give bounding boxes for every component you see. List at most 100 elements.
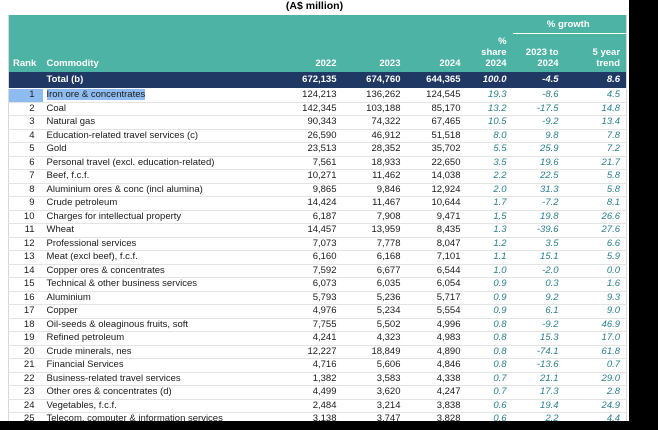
trend-5yr-cell[interactable]: 13.4 <box>564 115 627 130</box>
commodity-cell[interactable]: Natural gas <box>42 115 281 130</box>
table-row[interactable]: 6 Personal travel (excl. education-relate… <box>8 156 627 170</box>
share-2024-cell[interactable]: 0.6 <box>466 412 513 421</box>
value-2024-cell[interactable]: 7,101 <box>406 250 467 265</box>
trend-5yr-cell[interactable]: 26.6 <box>564 210 627 224</box>
rank-cell[interactable]: 10 <box>8 210 43 224</box>
rank-cell[interactable]: 16 <box>8 291 43 305</box>
value-2023-cell[interactable]: 7,778 <box>342 237 407 251</box>
value-2022-cell[interactable]: 23,513 <box>280 142 343 157</box>
value-2024-cell[interactable]: 22,650 <box>406 156 467 170</box>
value-2022-cell[interactable]: 4,976 <box>280 304 343 319</box>
growth-2023-2024-cell[interactable]: 25.9 <box>512 142 565 157</box>
share-2024-cell[interactable]: 0.8 <box>466 318 513 332</box>
value-2024-cell[interactable]: 12,924 <box>406 183 467 197</box>
rank-cell[interactable]: 18 <box>8 318 43 332</box>
value-2023-cell[interactable]: 5,234 <box>342 304 407 319</box>
commodity-cell[interactable]: Copper <box>42 304 281 319</box>
trend-5yr-cell[interactable]: 7.2 <box>564 142 627 157</box>
share-2024-cell[interactable]: 0.9 <box>466 304 513 319</box>
commodity-cell[interactable]: Beef, f.c.f. <box>42 169 281 184</box>
commodity-cell[interactable]: Telecom, computer & information services <box>42 412 281 421</box>
value-2024-cell[interactable]: 35,702 <box>406 142 467 157</box>
commodity-cell[interactable]: Financial Services <box>42 358 281 373</box>
value-2022-cell[interactable]: 14,424 <box>280 196 343 211</box>
rank-cell[interactable]: 12 <box>8 237 43 251</box>
share-2024-cell[interactable]: 5.5 <box>466 142 513 157</box>
value-2024-cell[interactable]: 9,471 <box>406 210 467 224</box>
value-2023-cell[interactable]: 6,035 <box>342 277 407 292</box>
trend-5yr-cell[interactable]: 2.8 <box>564 385 627 400</box>
growth-2023-2024-cell[interactable]: 21.1 <box>512 372 565 386</box>
table-row[interactable]: 5 Gold 23,513 28,352 35,702 5.5 25.9 7.2 <box>8 142 627 157</box>
commodity-cell[interactable]: Charges for intellectual property <box>42 210 281 224</box>
trend-5yr-cell[interactable]: 0.7 <box>564 358 627 373</box>
value-2023-cell[interactable]: 3,747 <box>342 412 407 421</box>
value-2022-cell[interactable]: 142,345 <box>280 102 343 116</box>
value-2024-cell[interactable]: 124,545 <box>406 88 467 103</box>
value-2023-cell[interactable]: 4,323 <box>342 331 407 346</box>
value-2023-cell[interactable]: 18,849 <box>342 345 407 359</box>
commodity-cell[interactable]: Vegetables, f.c.f. <box>42 399 281 413</box>
trend-5yr-cell[interactable]: 5.8 <box>564 169 627 184</box>
share-2024-cell[interactable]: 0.8 <box>466 345 513 359</box>
value-2023-cell[interactable]: 11,467 <box>342 196 407 211</box>
table-row[interactable]: 12 Professional services 7,073 7,778 8,047 1.… <box>8 237 627 251</box>
value-2023-cell[interactable]: 9,846 <box>342 183 407 197</box>
growth-2023-2024-cell[interactable]: 9.2 <box>512 291 565 305</box>
growth-2023-2024-cell[interactable]: 19.4 <box>512 399 565 413</box>
growth-2023-2024-cell[interactable]: 3.5 <box>512 237 565 251</box>
table-row[interactable]: 3 Natural gas 90,343 74,322 67,465 10.5 -9.2 13… <box>8 115 627 130</box>
value-2024-cell[interactable]: 4,983 <box>406 331 467 346</box>
commodity-cell[interactable]: Meat (excl beef), f.c.f. <box>42 250 281 265</box>
table-row[interactable]: 11 Wheat 14,457 13,959 8,435 1.3 -39.6 27.6 <box>8 223 627 238</box>
table-row[interactable]: 14 Copper ores & concentrates 7,592 6,677 6,… <box>8 264 627 278</box>
rank-cell[interactable]: 5 <box>8 142 43 157</box>
value-2024-cell[interactable]: 10,644 <box>406 196 467 211</box>
value-2022-cell[interactable]: 4,499 <box>280 385 343 400</box>
table-row[interactable]: 19 Refined petroleum 4,241 4,323 4,983 0.8 15.… <box>8 331 627 346</box>
table-row[interactable]: 4 Education-related travel services (c) 26… <box>8 129 627 143</box>
value-2022-cell[interactable]: 6,187 <box>280 210 343 224</box>
trend-5yr-cell[interactable]: 14.8 <box>564 102 627 116</box>
share-2024-cell[interactable]: 1.5 <box>466 210 513 224</box>
rank-cell[interactable]: 13 <box>8 250 43 265</box>
value-2023-cell[interactable]: 6,677 <box>342 264 407 278</box>
rank-cell[interactable]: 20 <box>8 345 43 359</box>
table-row[interactable]: 2 Coal 142,345 103,188 85,170 13.2 -17.5 14.8 <box>8 102 627 116</box>
growth-2023-2024-cell[interactable]: 19.6 <box>512 156 565 170</box>
growth-2023-2024-cell[interactable]: -74.1 <box>512 345 565 359</box>
rank-cell[interactable]: 11 <box>8 223 43 238</box>
value-2022-cell[interactable]: 4,241 <box>280 331 343 346</box>
share-2024-cell[interactable]: 0.9 <box>466 291 513 305</box>
growth-2023-2024-cell[interactable]: 17.3 <box>512 385 565 400</box>
value-2022-cell[interactable]: 90,343 <box>280 115 343 130</box>
table-row[interactable]: 13 Meat (excl beef), f.c.f. 6,160 6,168 7,10… <box>8 250 627 265</box>
value-2022-cell[interactable]: 10,271 <box>280 169 343 184</box>
table-row[interactable]: 21 Financial Services 4,716 5,606 4,846 0.8 -1… <box>8 358 627 373</box>
table-row[interactable]: 23 Other ores & concentrates (d) 4,499 3,62… <box>8 385 627 400</box>
growth-2023-2024-cell[interactable]: -39.6 <box>512 223 565 238</box>
value-2022-cell[interactable]: 4,716 <box>280 358 343 373</box>
table-row[interactable]: 9 Crude petroleum 14,424 11,467 10,644 1.7 -7.… <box>8 196 627 211</box>
value-2023-cell[interactable]: 18,933 <box>342 156 407 170</box>
table-row[interactable]: 15 Technical & other business services 6,0… <box>8 277 627 292</box>
share-2024-cell[interactable]: 1.0 <box>466 264 513 278</box>
value-2023-cell[interactable]: 103,188 <box>342 102 407 116</box>
table-row[interactable]: 24 Vegetables, f.c.f. 2,484 3,214 3,838 0.6 19… <box>8 399 627 413</box>
share-2024-cell[interactable]: 0.7 <box>466 372 513 386</box>
share-2024-cell[interactable]: 19.3 <box>466 88 513 103</box>
value-2023-cell[interactable]: 7,908 <box>342 210 407 224</box>
rank-cell[interactable]: 9 <box>8 196 43 211</box>
commodity-cell[interactable]: Aluminium ores & conc (incl alumina) <box>42 183 281 197</box>
value-2024-cell[interactable]: 4,996 <box>406 318 467 332</box>
table-row[interactable]: 20 Crude minerals, nes 12,227 18,849 4,890 0.… <box>8 345 627 359</box>
table-row[interactable]: 1 Iron ore & concentrates 124,213 136,262 12… <box>8 88 627 103</box>
share-2024-cell[interactable]: 3.5 <box>466 156 513 170</box>
share-2024-cell[interactable]: 1.7 <box>466 196 513 211</box>
share-2024-cell[interactable]: 8.0 <box>466 129 513 143</box>
value-2023-cell[interactable]: 28,352 <box>342 142 407 157</box>
rank-cell[interactable]: 22 <box>8 372 43 386</box>
share-2024-cell[interactable]: 2.2 <box>466 169 513 184</box>
trend-5yr-cell[interactable]: 8.1 <box>564 196 627 211</box>
trend-5yr-cell[interactable]: 21.7 <box>564 156 627 170</box>
